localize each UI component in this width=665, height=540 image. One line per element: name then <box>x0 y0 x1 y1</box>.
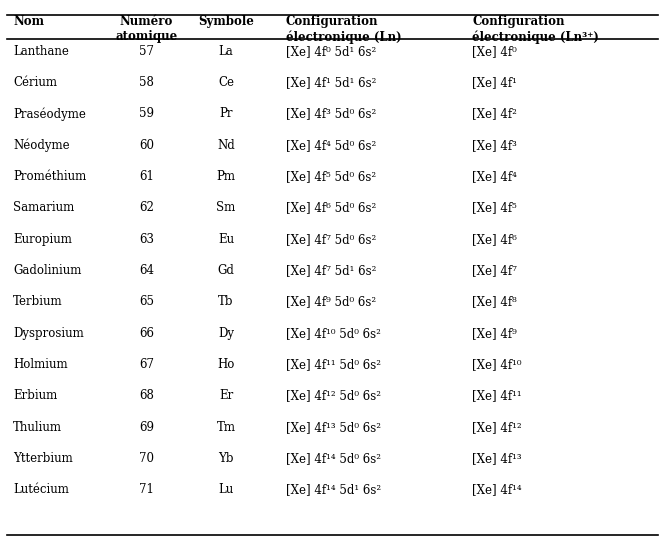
Text: Pm: Pm <box>217 170 235 183</box>
Text: Eu: Eu <box>218 233 234 246</box>
Text: [Xe] 4f⁴: [Xe] 4f⁴ <box>472 170 517 183</box>
Text: Ce: Ce <box>218 76 234 89</box>
Text: Nom: Nom <box>13 15 45 28</box>
Text: Er: Er <box>219 389 233 402</box>
Text: Tb: Tb <box>218 295 234 308</box>
Text: [Xe] 4f¹⁰ 5d⁰ 6s²: [Xe] 4f¹⁰ 5d⁰ 6s² <box>286 327 381 340</box>
Text: 58: 58 <box>139 76 154 89</box>
Text: [Xe] 4f²: [Xe] 4f² <box>472 107 517 120</box>
Text: [Xe] 4f⁹: [Xe] 4f⁹ <box>472 327 517 340</box>
Text: [Xe] 4f¹²: [Xe] 4f¹² <box>472 421 522 434</box>
Text: Samarium: Samarium <box>13 201 74 214</box>
Text: 68: 68 <box>139 389 154 402</box>
Text: Symbole: Symbole <box>198 15 254 28</box>
Text: [Xe] 4f⁸: [Xe] 4f⁸ <box>472 295 517 308</box>
Text: 67: 67 <box>139 358 154 371</box>
Text: [Xe] 4f¹¹ 5d⁰ 6s²: [Xe] 4f¹¹ 5d⁰ 6s² <box>286 358 381 371</box>
Text: [Xe] 4f¹³: [Xe] 4f¹³ <box>472 452 522 465</box>
Text: [Xe] 4f¹ 5d¹ 6s²: [Xe] 4f¹ 5d¹ 6s² <box>286 76 376 89</box>
Text: [Xe] 4f¹⁴ 5d¹ 6s²: [Xe] 4f¹⁴ 5d¹ 6s² <box>286 483 381 496</box>
Text: 62: 62 <box>139 201 154 214</box>
Text: [Xe] 4f⁰ 5d¹ 6s²: [Xe] 4f⁰ 5d¹ 6s² <box>286 45 376 58</box>
Text: [Xe] 4f⁹ 5d⁰ 6s²: [Xe] 4f⁹ 5d⁰ 6s² <box>286 295 376 308</box>
Text: La: La <box>219 45 233 58</box>
Text: Gadolinium: Gadolinium <box>13 264 82 277</box>
Text: 63: 63 <box>139 233 154 246</box>
Text: Nd: Nd <box>217 139 235 152</box>
Text: Lutécium: Lutécium <box>13 483 69 496</box>
Text: 70: 70 <box>139 452 154 465</box>
Text: Prométhium: Prométhium <box>13 170 86 183</box>
Text: [Xe] 4f⁵: [Xe] 4f⁵ <box>472 201 517 214</box>
Text: [Xe] 4f⁶: [Xe] 4f⁶ <box>472 233 517 246</box>
Text: [Xe] 4f⁷: [Xe] 4f⁷ <box>472 264 517 277</box>
Text: [Xe] 4f¹⁰: [Xe] 4f¹⁰ <box>472 358 521 371</box>
Text: [Xe] 4f⁰: [Xe] 4f⁰ <box>472 45 517 58</box>
Text: Holmium: Holmium <box>13 358 68 371</box>
Text: [Xe] 4f¹² 5d⁰ 6s²: [Xe] 4f¹² 5d⁰ 6s² <box>286 389 381 402</box>
Text: Europium: Europium <box>13 233 72 246</box>
Text: Lu: Lu <box>219 483 233 496</box>
Text: Gd: Gd <box>217 264 235 277</box>
Text: Numéro
atomique: Numéro atomique <box>115 15 178 43</box>
Text: [Xe] 4f¹¹: [Xe] 4f¹¹ <box>472 389 522 402</box>
Text: [Xe] 4f³: [Xe] 4f³ <box>472 139 517 152</box>
Text: 65: 65 <box>139 295 154 308</box>
Text: Néodyme: Néodyme <box>13 138 70 152</box>
Text: Dy: Dy <box>218 327 234 340</box>
Text: [Xe] 4f³ 5d⁰ 6s²: [Xe] 4f³ 5d⁰ 6s² <box>286 107 376 120</box>
Text: Terbium: Terbium <box>13 295 63 308</box>
Text: Tm: Tm <box>217 421 235 434</box>
Text: 64: 64 <box>139 264 154 277</box>
Text: [Xe] 4f⁷ 5d¹ 6s²: [Xe] 4f⁷ 5d¹ 6s² <box>286 264 376 277</box>
Text: Praséodyme: Praséodyme <box>13 107 86 120</box>
Text: [Xe] 4f¹³ 5d⁰ 6s²: [Xe] 4f¹³ 5d⁰ 6s² <box>286 421 381 434</box>
Text: Cérium: Cérium <box>13 76 57 89</box>
Text: 69: 69 <box>139 421 154 434</box>
Text: Ytterbium: Ytterbium <box>13 452 73 465</box>
Text: [Xe] 4f¹⁴ 5d⁰ 6s²: [Xe] 4f¹⁴ 5d⁰ 6s² <box>286 452 381 465</box>
Text: 61: 61 <box>139 170 154 183</box>
Text: [Xe] 4f⁶ 5d⁰ 6s²: [Xe] 4f⁶ 5d⁰ 6s² <box>286 201 376 214</box>
Text: 59: 59 <box>139 107 154 120</box>
Text: Dysprosium: Dysprosium <box>13 327 84 340</box>
Text: Pr: Pr <box>219 107 233 120</box>
Text: Lanthane: Lanthane <box>13 45 69 58</box>
Text: Configuration
électronique (Ln): Configuration électronique (Ln) <box>286 15 402 44</box>
Text: Erbium: Erbium <box>13 389 58 402</box>
Text: 66: 66 <box>139 327 154 340</box>
Text: [Xe] 4f¹⁴: [Xe] 4f¹⁴ <box>472 483 522 496</box>
Text: 71: 71 <box>139 483 154 496</box>
Text: 60: 60 <box>139 139 154 152</box>
Text: Yb: Yb <box>218 452 234 465</box>
Text: Sm: Sm <box>217 201 235 214</box>
Text: [Xe] 4f⁷ 5d⁰ 6s²: [Xe] 4f⁷ 5d⁰ 6s² <box>286 233 376 246</box>
Text: Ho: Ho <box>217 358 235 371</box>
Text: Thulium: Thulium <box>13 421 63 434</box>
Text: Configuration
électronique (Ln³⁺): Configuration électronique (Ln³⁺) <box>472 15 599 44</box>
Text: [Xe] 4f⁵ 5d⁰ 6s²: [Xe] 4f⁵ 5d⁰ 6s² <box>286 170 376 183</box>
Text: [Xe] 4f¹: [Xe] 4f¹ <box>472 76 517 89</box>
Text: [Xe] 4f⁴ 5d⁰ 6s²: [Xe] 4f⁴ 5d⁰ 6s² <box>286 139 376 152</box>
Text: 57: 57 <box>139 45 154 58</box>
